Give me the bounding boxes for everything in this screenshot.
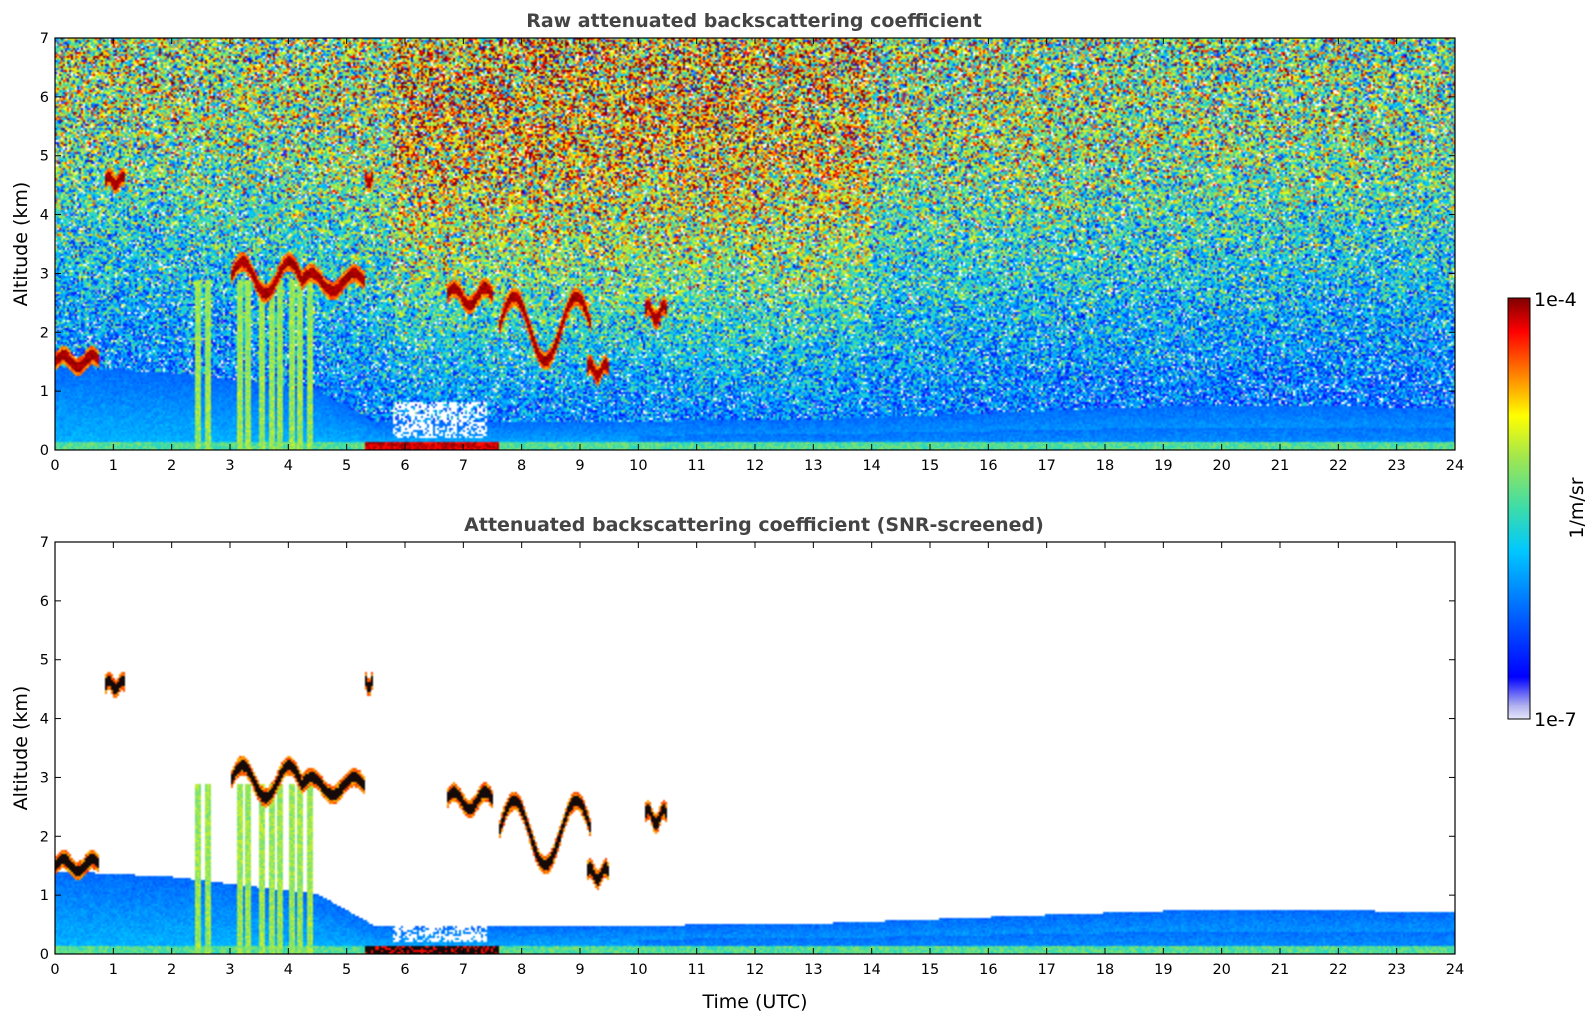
- x-tick-label: 8: [517, 962, 526, 978]
- y-tick-label: 4: [40, 712, 49, 728]
- x-tick-label: 10: [629, 458, 647, 474]
- panel-raw: Raw attenuated backscattering coefficien…: [10, 10, 1464, 474]
- x-tick-label: 23: [1387, 458, 1405, 474]
- x-tick-label: 7: [459, 458, 468, 474]
- x-axis-label: Time (UTC): [701, 991, 807, 1013]
- heatmap-image-raw: [55, 38, 1455, 450]
- x-tick-label: 2: [167, 458, 176, 474]
- x-tick-label: 7: [459, 962, 468, 978]
- y-tick-label: 6: [40, 594, 49, 610]
- x-tick-label: 21: [1271, 458, 1289, 474]
- x-tick-label: 5: [342, 458, 351, 474]
- x-tick-label: 16: [979, 458, 997, 474]
- x-tick-label: 15: [921, 458, 939, 474]
- x-tick-label: 5: [342, 962, 351, 978]
- x-tick-label: 13: [804, 458, 822, 474]
- x-tick-label: 17: [1037, 458, 1055, 474]
- y-tick-label: 5: [40, 653, 49, 669]
- x-tick-label: 1: [109, 962, 118, 978]
- x-tick-label: 20: [1212, 962, 1230, 978]
- y-tick-label: 3: [40, 266, 49, 282]
- x-tick-label: 11: [687, 458, 705, 474]
- x-tick-label: 3: [225, 962, 234, 978]
- y-tick-label: 6: [40, 90, 49, 106]
- x-tick-label: 19: [1154, 962, 1172, 978]
- y-tick-label: 7: [40, 31, 49, 47]
- x-tick-label: 12: [746, 962, 764, 978]
- x-tick-label: 21: [1271, 962, 1289, 978]
- x-tick-label: 6: [400, 962, 409, 978]
- x-tick-label: 9: [575, 962, 584, 978]
- x-tick-label: 2: [167, 962, 176, 978]
- x-tick-label: 0: [50, 458, 59, 474]
- x-tick-label: 0: [50, 962, 59, 978]
- y-axis-label-screened: Altitude (km): [10, 686, 32, 811]
- y-tick-label: 2: [40, 829, 49, 845]
- colorbar: 1e-4 1e-7 1/m/sr: [1507, 289, 1588, 731]
- x-tick-label: 19: [1154, 458, 1172, 474]
- panel-title-raw: Raw attenuated backscattering coefficien…: [526, 10, 982, 32]
- colorbar-gradient: [1507, 297, 1531, 720]
- x-tick-label: 4: [284, 962, 293, 978]
- plot-area-screened: [54, 541, 1456, 955]
- x-tick-label: 8: [517, 458, 526, 474]
- y-tick-label: 0: [40, 443, 49, 459]
- x-tick-label: 14: [862, 962, 880, 978]
- axes-screened: 0 1 2 3 4 5 6 7 8 9 10 11 12 13 14 15 16 17 18 19 20 21 22 23 24…: [40, 535, 1464, 978]
- panel-title-screened: Attenuated backscattering coefficient (S…: [464, 514, 1044, 536]
- y-axis-label-raw: Altitude (km): [10, 182, 32, 307]
- x-tick-label: 4: [284, 458, 293, 474]
- x-tick-label: 18: [1096, 962, 1114, 978]
- x-tick-label: 6: [400, 458, 409, 474]
- y-tick-label: 3: [40, 770, 49, 786]
- x-tick-label: 15: [921, 962, 939, 978]
- x-tick-label: 24: [1446, 458, 1464, 474]
- x-tick-label: 12: [746, 458, 764, 474]
- y-tick-label: 0: [40, 947, 49, 963]
- x-tick-label: 23: [1387, 962, 1405, 978]
- x-tick-label: 13: [804, 962, 822, 978]
- y-tick-label: 2: [40, 325, 49, 341]
- x-tick-label: 1: [109, 458, 118, 474]
- colorbar-unit-label: 1/m/sr: [1566, 477, 1588, 538]
- x-tick-label: 10: [629, 962, 647, 978]
- plot-area-raw: [54, 37, 1456, 451]
- y-tick-label: 7: [40, 535, 49, 551]
- x-tick-label: 9: [575, 458, 584, 474]
- x-tick-label: 22: [1329, 458, 1347, 474]
- x-tick-label: 20: [1212, 458, 1230, 474]
- panel-screened: Attenuated backscattering coefficient (S…: [10, 514, 1464, 1013]
- x-tick-label: 22: [1329, 962, 1347, 978]
- colorbar-max-label: 1e-4: [1534, 289, 1577, 311]
- colorbar-min-label: 1e-7: [1534, 709, 1577, 731]
- x-tick-label: 3: [225, 458, 234, 474]
- y-tick-label: 1: [40, 888, 49, 904]
- x-tick-label: 11: [687, 962, 705, 978]
- axes-raw: 0 1 2 3 4 5 6 7 8 9 10 11 12 13 14 15 16 17 18 19 20 21 22 23 24…: [40, 31, 1464, 474]
- y-tick-label: 4: [40, 208, 49, 224]
- y-tick-label: 1: [40, 384, 49, 400]
- x-tick-label: 24: [1446, 962, 1464, 978]
- y-tick-label: 5: [40, 149, 49, 165]
- x-tick-label: 16: [979, 962, 997, 978]
- heatmap-image-screened: [55, 542, 1455, 954]
- x-tick-label: 14: [862, 458, 880, 474]
- x-tick-label: 18: [1096, 458, 1114, 474]
- x-tick-label: 17: [1037, 962, 1055, 978]
